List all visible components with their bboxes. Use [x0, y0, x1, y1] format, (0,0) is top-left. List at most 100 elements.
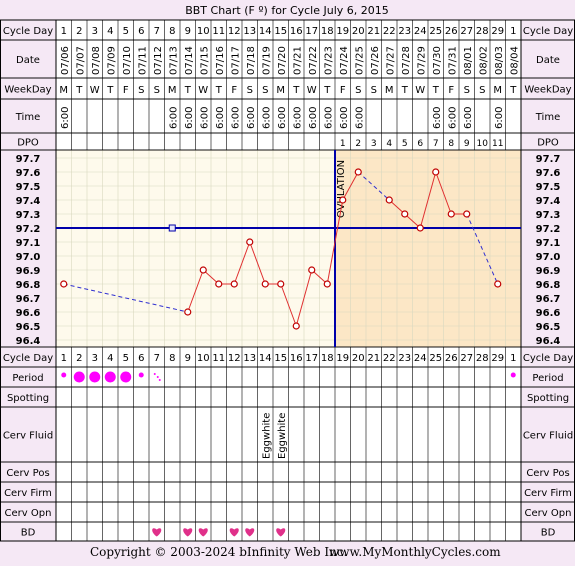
row-label-left: Cerv Fluid [3, 431, 53, 442]
temperature-point [323, 280, 331, 288]
y-tick-label-right: 97.4 [536, 196, 561, 207]
y-tick-label-left: 97.3 [16, 210, 41, 221]
weekday-cell: T [401, 85, 409, 96]
y-tick-label-left: 97.0 [16, 252, 41, 263]
y-tick-label-right: 96.4 [536, 336, 561, 347]
cycle-day-cell: 12 [228, 353, 241, 364]
temperature-point [463, 210, 471, 218]
weekday-cell: S [138, 85, 144, 96]
weekday-cell: S [371, 85, 377, 96]
y-tick-label-right: 97.7 [536, 154, 561, 165]
cycle-day-cell: 5 [123, 26, 129, 37]
temperature-point [401, 210, 409, 218]
cycle-day-cell: 22 [383, 353, 396, 364]
row-label-left: Cycle Day [3, 353, 53, 364]
weekday-cell: T [215, 85, 223, 96]
time-cell: 6:00 [277, 107, 288, 129]
cycle-day-cell: 1 [61, 353, 67, 364]
date-cell: 07/19 [261, 46, 272, 75]
temperature-segment [233, 241, 251, 285]
cycle-day-cell: 24 [414, 26, 427, 37]
temperature-point [432, 168, 440, 176]
temperature-point [215, 280, 223, 288]
temperature-segment [419, 171, 437, 229]
date-cell: 07/10 [122, 46, 133, 75]
cycle-day-cell: 29 [491, 353, 504, 364]
row-label-left: BD [21, 528, 36, 539]
dpo-cell: 6 [417, 139, 423, 149]
weekday-cell: M [168, 85, 177, 96]
temperature-segment [435, 171, 452, 215]
row-label-left: WeekDay [4, 85, 51, 96]
y-tick-label-left: 96.9 [16, 266, 41, 277]
weekday-cell: W [415, 85, 425, 96]
bd-heart-icon [183, 528, 193, 537]
bd-heart-icon [198, 528, 208, 537]
temperature-point [292, 322, 300, 330]
date-cell: 07/20 [277, 46, 288, 75]
cycle-day-cell: 26 [445, 26, 458, 37]
dpo-cell: 7 [433, 139, 439, 149]
period-heavy-marker [104, 371, 116, 383]
row-label-right: Cycle Day [523, 353, 573, 364]
cycle-day-cell: 23 [398, 26, 411, 37]
cycle-day-cell: 29 [491, 26, 504, 37]
row-label-right: Cycle Day [523, 26, 573, 37]
period-light-marker [156, 376, 159, 378]
y-tick-label-right: 97.0 [536, 252, 561, 263]
cycle-day-cell: 20 [352, 26, 365, 37]
temperature-point [339, 196, 347, 204]
date-cell: 07/22 [308, 46, 319, 75]
time-cell: 6:00 [292, 107, 303, 129]
temperature-point [230, 280, 238, 288]
weekday-cell: S [464, 85, 470, 96]
y-tick-label-right: 97.5 [536, 182, 561, 193]
weekday-cell: W [307, 85, 317, 96]
weekday-cell: S [355, 85, 361, 96]
left-label-column [0, 20, 56, 541]
cycle-day-cell: 25 [429, 26, 442, 37]
y-tick-label-left: 97.1 [16, 238, 41, 249]
weekday-cell: T [75, 85, 83, 96]
footer-copyright: Copyright © 2003-2024 bInfinity Web Inc. [90, 545, 347, 559]
cycle-day-cell: 21 [367, 26, 380, 37]
cycle-day-cell: 7 [154, 353, 160, 364]
cycle-day-cell: 26 [445, 353, 458, 364]
date-cell: 07/26 [370, 46, 381, 75]
time-cell: 6:00 [60, 107, 71, 129]
y-tick-label-right: 96.5 [536, 322, 561, 333]
cycle-day-cell: 14 [259, 26, 272, 37]
row-label-right: Cerv Firm [524, 488, 572, 499]
date-cell: 07/28 [401, 46, 412, 75]
y-tick-label-left: 97.5 [16, 182, 41, 193]
y-tick-label-right: 97.2 [536, 224, 561, 235]
row-label-left: Period [12, 373, 43, 384]
date-cell: 07/23 [323, 46, 334, 75]
temperature-point [385, 196, 393, 204]
date-cell: 07/31 [447, 46, 458, 75]
cycle-day-cell: 6 [138, 353, 144, 364]
weekday-cell: T [432, 85, 440, 96]
cycle-day-cell: 2 [76, 26, 82, 37]
time-cell: 6:00 [261, 107, 272, 129]
period-light-marker [158, 379, 161, 381]
weekday-cell: S [479, 85, 485, 96]
weekday-cell: S [247, 85, 253, 96]
y-tick-label-left: 97.2 [16, 224, 41, 235]
temperature-segment [280, 283, 297, 327]
temperature-segment [249, 241, 266, 285]
bd-heart-icon [229, 528, 239, 537]
cycle-day-cell: 11 [212, 353, 225, 364]
cycle-day-cell: 25 [429, 353, 442, 364]
period-heavy-marker [73, 371, 85, 383]
row-label-right: Period [532, 373, 563, 384]
date-cell: 07/11 [137, 46, 148, 75]
date-cell: 07/27 [385, 46, 396, 75]
date-cell: 07/09 [106, 46, 117, 75]
cycle-day-cell: 19 [336, 353, 349, 364]
temperature-segment [187, 269, 204, 313]
bd-heart-icon [152, 528, 162, 537]
weekday-cell: M [276, 85, 285, 96]
date-cell: 07/12 [153, 46, 164, 75]
cycle-day-cell: 8 [169, 353, 175, 364]
